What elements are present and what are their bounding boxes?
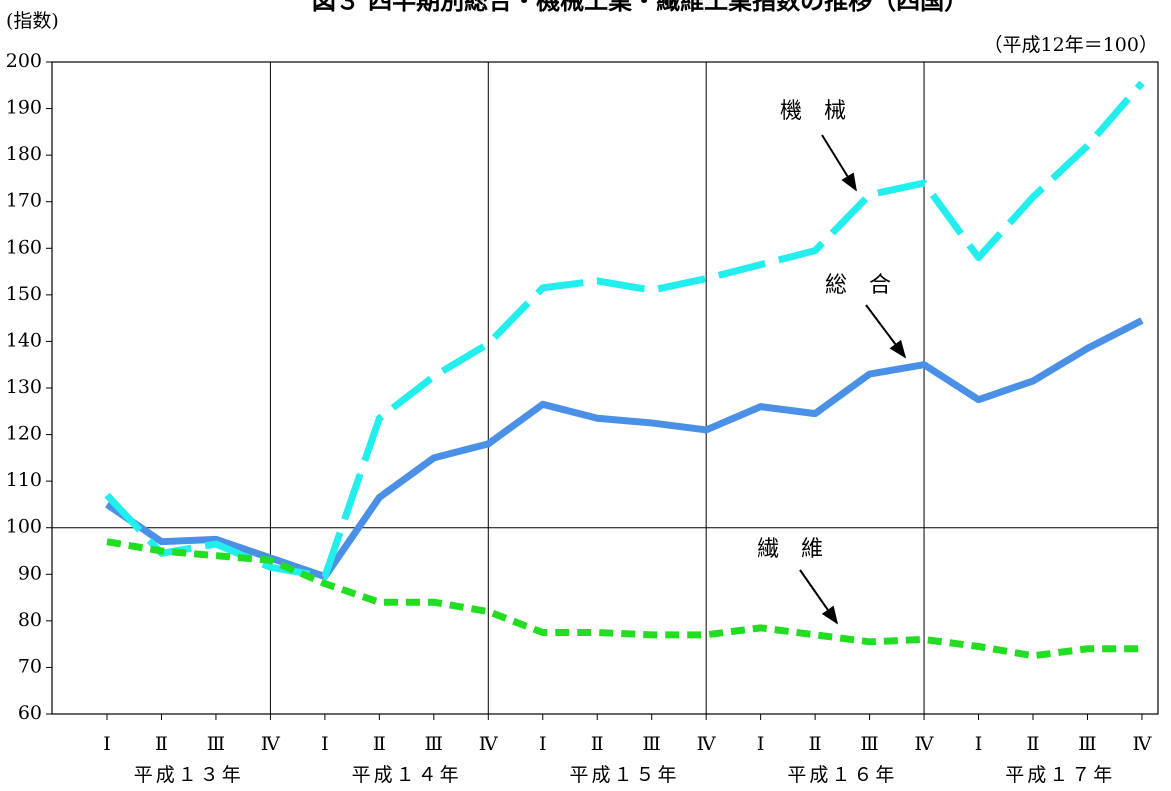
x-tick-label: Ⅲ <box>207 733 225 755</box>
note: （平成12年＝100） <box>984 34 1158 56</box>
series-label: 機 械 <box>780 99 846 124</box>
year-label: 平成１３年 <box>134 764 244 786</box>
plot-frame <box>51 61 1159 715</box>
x-tick-label: Ⅰ <box>975 733 983 755</box>
series-label: 繊 維 <box>757 537 823 562</box>
y-tick-label: 200 <box>6 50 42 72</box>
arrow <box>821 134 857 192</box>
x-tick-label: Ⅳ <box>697 733 717 755</box>
y-tick-label: 130 <box>6 376 42 398</box>
y-tick-label: 180 <box>6 143 42 165</box>
year-label: 平成１４年 <box>352 764 462 786</box>
series-label: 総 合 <box>825 273 891 298</box>
y-tick-label: 150 <box>6 283 42 305</box>
y-tick-label: 160 <box>6 236 42 258</box>
y-tick-label: 140 <box>6 329 42 351</box>
x-tick-label: Ⅱ <box>591 733 604 755</box>
y-axis-label: (指数) <box>6 10 59 32</box>
x-tick-label: Ⅳ <box>479 733 499 755</box>
x-tick-label: Ⅰ <box>757 733 765 755</box>
y-tick-label: 90 <box>18 562 42 584</box>
y-tick-label: 60 <box>18 702 42 724</box>
y-tick-label: 100 <box>6 516 42 538</box>
data-line <box>104 80 1145 581</box>
year-label: 平成１６年 <box>787 764 897 786</box>
x-tick-label: Ⅲ <box>860 733 878 755</box>
x-tick-label: Ⅲ <box>1078 733 1096 755</box>
chart-title: 図３ 四半期別総合・機械工業・繊維工業指数の推移（四国） <box>312 0 968 15</box>
y-tick-label: 170 <box>6 190 42 212</box>
y-tick-label: 70 <box>18 655 42 677</box>
x-tick-label: Ⅱ <box>155 733 168 755</box>
y-tick-label: 110 <box>6 469 42 491</box>
x-tick-label: Ⅱ <box>1027 733 1040 755</box>
data-line <box>105 317 1144 581</box>
x-tick-label: Ⅱ <box>373 733 386 755</box>
x-tick-label: Ⅲ <box>643 733 661 755</box>
x-tick-label: Ⅰ <box>321 733 329 755</box>
year-label: 平成１５年 <box>569 764 679 786</box>
x-tick-label: Ⅰ <box>103 733 111 755</box>
y-tick-label: 80 <box>18 609 42 631</box>
year-label: 平成１７年 <box>1005 764 1115 786</box>
x-tick-label: Ⅲ <box>425 733 443 755</box>
x-tick-label: Ⅰ <box>539 733 547 755</box>
x-tick-label: Ⅳ <box>915 733 935 755</box>
data-line <box>106 538 1142 660</box>
arrow <box>865 304 907 359</box>
arrow <box>799 569 839 625</box>
x-tick-label: Ⅱ <box>809 733 822 755</box>
y-tick-label: 120 <box>6 423 42 445</box>
x-tick-label: Ⅳ <box>261 733 281 755</box>
y-tick-label: 190 <box>6 97 42 119</box>
x-tick-label: Ⅳ <box>1132 733 1152 755</box>
